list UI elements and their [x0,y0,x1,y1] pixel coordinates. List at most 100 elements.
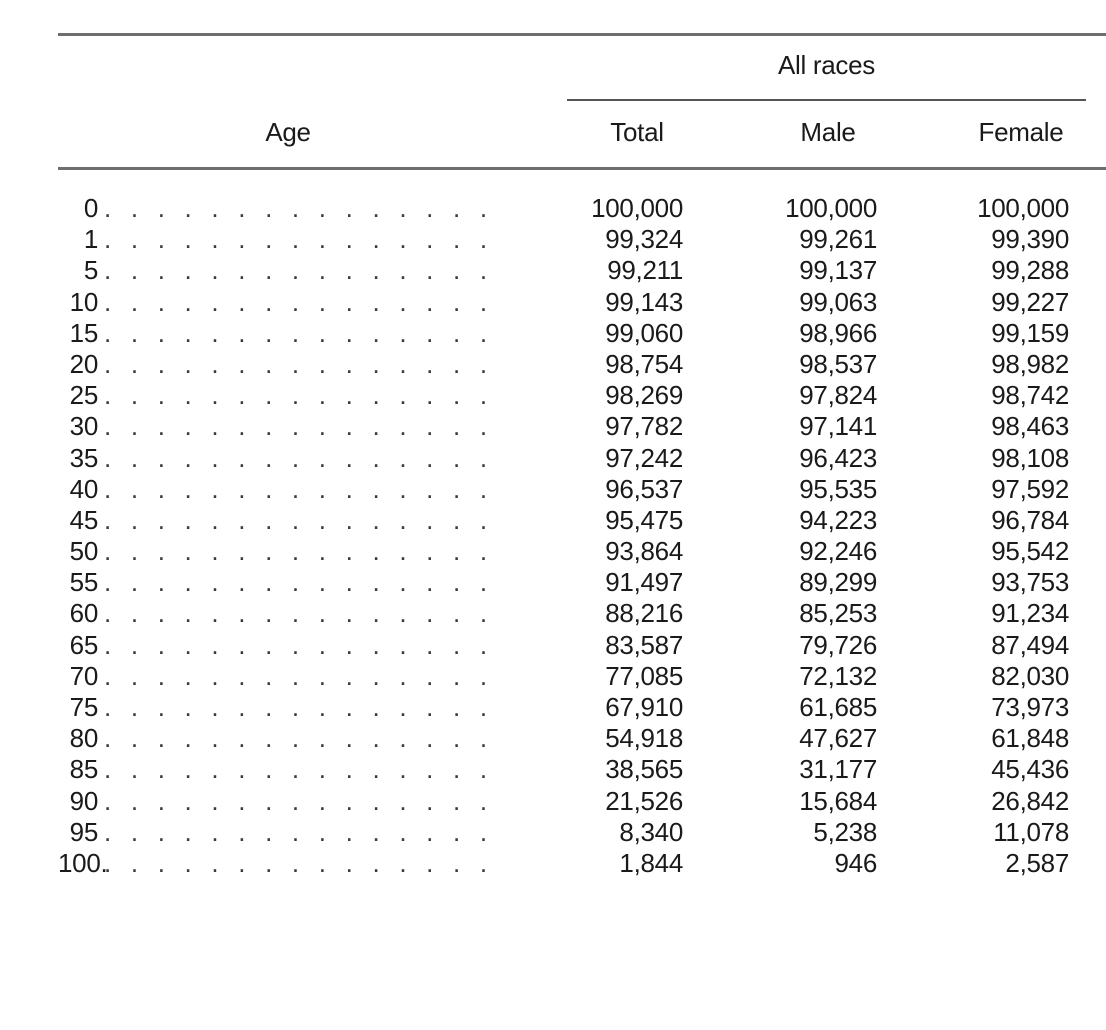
dot-leader: . . . . . . . . . . . . . . . . . . . . … [104,567,504,598]
row-age-label: 75 [69,692,99,722]
group-header-all-races: All races [778,50,875,80]
cell-total: 99,143 [605,286,683,317]
cell-female: 99,159 [991,317,1069,348]
cell-female: 61,848 [991,723,1069,754]
table-row: 95. . . . . . . . . . . . . . . . . . . … [0,817,1106,848]
table-row: 45. . . . . . . . . . . . . . . . . . . … [0,505,1106,536]
cell-total: 97,782 [605,411,683,442]
dot-leader: . . . . . . . . . . . . . . . . . . . . … [104,348,504,379]
cell-total: 99,324 [605,224,683,255]
table-row: 100.. . . . . . . . . . . . . . . . . . … [0,848,1106,879]
table-row: 55. . . . . . . . . . . . . . . . . . . … [0,567,1106,598]
row-age-label: 35 [69,442,99,473]
cell-female: 82,030 [991,660,1069,691]
cell-total: 96,537 [605,473,683,504]
table-row: 25. . . . . . . . . . . . . . . . . . . … [0,380,1106,411]
table-row: 10. . . . . . . . . . . . . . . . . . . … [0,287,1106,318]
row-age-label: 80 [69,723,99,754]
cell-female: 98,742 [991,380,1069,411]
dot-leader: . . . . . . . . . . . . . . . . . . . . … [104,380,504,411]
dot-leader: . . . . . . . . . . . . . . . . . . . . … [104,224,504,255]
cell-total: 93,864 [605,536,683,567]
dot-leader: . . . . . . . . . . . . . . . . . . . . … [104,660,504,691]
header-rule [58,167,1106,170]
row-age-label: 70 [69,660,99,691]
cell-male: 89,299 [799,567,877,598]
table-row: 85. . . . . . . . . . . . . . . . . . . … [0,754,1106,785]
cell-male: 98,537 [799,348,877,379]
cell-female: 93,753 [991,567,1069,598]
dot-leader: . . . . . . . . . . . . . . . . . . . . … [104,317,504,348]
cell-female: 99,227 [991,286,1069,317]
dot-leader: . . . . . . . . . . . . . . . . . . . . … [104,692,504,722]
dot-leader: . . . . . . . . . . . . . . . . . . . . … [104,754,504,785]
cell-female: 87,494 [991,629,1069,660]
dot-leader: . . . . . . . . . . . . . . . . . . . . … [104,598,504,629]
row-age-label: 10 [69,286,99,317]
row-age-label: 100. [58,847,108,878]
row-age-label: 85 [69,754,99,785]
cell-female: 11,078 [993,816,1069,847]
cell-female: 73,973 [991,692,1069,722]
group-header-rule [567,99,1086,101]
cell-female: 2,587 [1005,847,1069,878]
cell-male: 96,423 [799,442,877,473]
row-age-label: 45 [69,504,99,535]
dot-leader: . . . . . . . . . . . . . . . . . . . . … [104,629,504,660]
row-age-label: 50 [69,536,99,567]
row-age-label: 55 [69,567,99,598]
row-age-label: 40 [69,473,99,504]
row-age-label: 1 [83,224,98,255]
dot-leader: . . . . . . . . . . . . . . . . . . . . … [104,442,504,473]
dot-leader: . . . . . . . . . . . . . . . . . . . . … [104,286,504,317]
top-rule [58,33,1106,36]
dot-leader: . . . . . . . . . . . . . . . . . . . . … [104,255,504,286]
dot-leader: . . . . . . . . . . . . . . . . . . . . … [104,816,504,847]
cell-male: 100,000 [785,193,877,223]
cell-total: 100,000 [591,193,683,223]
row-age-label: 25 [69,380,99,411]
row-age-label: 5 [83,255,98,286]
cell-total: 97,242 [605,442,683,473]
cell-total: 98,269 [605,380,683,411]
table-row: 35. . . . . . . . . . . . . . . . . . . … [0,443,1106,474]
table-row: 15. . . . . . . . . . . . . . . . . . . … [0,318,1106,349]
cell-male: 31,177 [799,754,877,785]
table-row: 70. . . . . . . . . . . . . . . . . . . … [0,661,1106,692]
table-row: 60. . . . . . . . . . . . . . . . . . . … [0,598,1106,629]
column-header-male: Male [800,117,856,147]
table-row: 75. . . . . . . . . . . . . . . . . . . … [0,692,1106,723]
cell-male: 92,246 [799,536,877,567]
row-age-label: 60 [69,598,99,629]
column-header-female: Female [978,117,1064,147]
cell-total: 67,910 [605,692,683,722]
cell-male: 85,253 [799,598,877,629]
cell-total: 99,211 [607,255,683,286]
cell-male: 79,726 [799,629,877,660]
row-age-label: 0 [83,193,98,223]
table-row: 5. . . . . . . . . . . . . . . . . . . .… [0,255,1106,286]
table-row: 40. . . . . . . . . . . . . . . . . . . … [0,474,1106,505]
row-age-label: 30 [69,411,99,442]
cell-male: 99,137 [799,255,877,286]
cell-male: 97,824 [799,380,877,411]
cell-total: 83,587 [605,629,683,660]
cell-female: 98,982 [991,348,1069,379]
row-age-label: 95 [69,816,99,847]
cell-female: 95,542 [991,536,1069,567]
cell-female: 96,784 [991,504,1069,535]
cell-total: 8,340 [619,816,683,847]
cell-male: 72,132 [799,660,877,691]
column-header-total: Total [610,117,664,147]
cell-male: 94,223 [799,504,877,535]
dot-leader: . . . . . . . . . . . . . . . . . . . . … [104,723,504,754]
cell-male: 946 [834,847,878,878]
table-row: 20. . . . . . . . . . . . . . . . . . . … [0,349,1106,380]
dot-leader: . . . . . . . . . . . . . . . . . . . . … [104,504,504,535]
dot-leader: . . . . . . . . . . . . . . . . . . . . … [104,411,504,442]
table-row: 1. . . . . . . . . . . . . . . . . . . .… [0,224,1106,255]
cell-total: 54,918 [605,723,683,754]
row-age-label: 65 [69,629,99,660]
table-body: 0. . . . . . . . . . . . . . . . . . . .… [0,193,1106,879]
